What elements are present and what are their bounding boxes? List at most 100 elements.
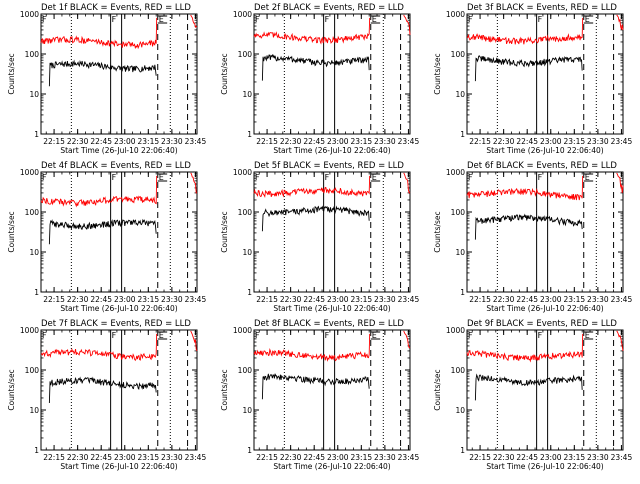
flag-label: E (159, 173, 164, 182)
x-axis-label: Start Time (26-Jul-10 22:06:40) (60, 304, 177, 313)
y-axis-label: Counts/sec (7, 369, 16, 410)
y-tick-label: 1 (247, 130, 252, 139)
flag-label: E (585, 173, 590, 182)
x-tick-label: 23:15 (138, 137, 160, 146)
x-tick-label: 22:45 (303, 137, 325, 146)
x-tick-label: 23:30 (374, 453, 396, 462)
y-tick-label: 1 (34, 130, 39, 139)
x-tick-label: 23:30 (587, 453, 609, 462)
series-lld-late-trace (403, 14, 411, 35)
series-lld-trace (40, 17, 158, 50)
panel-title: Det 6f BLACK = Events, RED = LLD (467, 161, 617, 171)
panel-title: Det 3f BLACK = Events, RED = LLD (467, 3, 617, 13)
x-axis-label: Start Time (26-Jul-10 22:06:40) (60, 146, 177, 155)
y-axis-label: Counts/sec (7, 211, 16, 252)
series-lld-trace (40, 333, 158, 362)
series-lld-late-trace (616, 14, 624, 31)
series-events-trace (261, 53, 370, 81)
y-tick-label: 100 (238, 208, 253, 217)
y-tick-label: 1000 (446, 168, 465, 177)
x-axis-label: Start Time (26-Jul-10 22:06:40) (486, 146, 603, 155)
x-tick-label: 22:30 (493, 137, 515, 146)
flag-label: E (372, 15, 377, 24)
flag-label: F (468, 331, 473, 340)
x-tick-label: 22:15 (256, 137, 278, 146)
flag-label: F (468, 173, 473, 182)
series-lld-late-trace (616, 172, 624, 193)
y-axis-label: Counts/sec (433, 369, 442, 410)
series-events-trace (474, 213, 583, 240)
series-events-trace (48, 59, 157, 87)
x-tick-label: 22:15 (469, 295, 491, 304)
flag-label: F (538, 173, 543, 182)
y-tick-label: 10 (242, 248, 252, 257)
x-axis-label: Start Time (26-Jul-10 22:06:40) (60, 462, 177, 471)
y-tick-label: 1 (34, 446, 39, 455)
series-lld-late-trace (403, 172, 411, 194)
x-axis-label: Start Time (26-Jul-10 22:06:40) (273, 462, 390, 471)
y-tick-label: 100 (238, 366, 253, 375)
flag-label: E (585, 15, 590, 24)
flag-label: F (255, 15, 260, 24)
series-lld-late-trace (190, 172, 197, 194)
x-tick-label: 23:45 (398, 137, 420, 146)
x-tick-label: 23:00 (327, 453, 349, 462)
plot-frame (466, 171, 624, 293)
x-tick-label: 22:45 (90, 137, 112, 146)
y-axis-label: Counts/sec (220, 369, 229, 410)
flag-label: E (372, 173, 377, 182)
series-lld-trace (253, 175, 371, 199)
x-tick-label: 23:45 (398, 295, 420, 304)
flag-label: F (42, 173, 47, 182)
y-tick-label: 100 (25, 50, 40, 59)
panel-title: Det 2f BLACK = Events, RED = LLD (254, 3, 404, 13)
x-tick-label: 23:15 (564, 453, 586, 462)
y-tick-label: 100 (451, 50, 466, 59)
x-tick-label: 22:45 (303, 295, 325, 304)
y-tick-label: 1 (460, 288, 465, 297)
panel-title: Det 1f BLACK = Events, RED = LLD (41, 3, 191, 13)
x-axis-label: Start Time (26-Jul-10 22:06:40) (273, 304, 390, 313)
series-lld-trace (466, 175, 584, 201)
panel-title: Det 7f BLACK = Events, RED = LLD (41, 319, 191, 329)
x-axis-label: Start Time (26-Jul-10 22:06:40) (486, 462, 603, 471)
flag-label: F (112, 331, 117, 340)
flag-label: F (112, 15, 117, 24)
series-lld-late-trace (190, 14, 198, 28)
y-tick-label: 10 (242, 90, 252, 99)
x-tick-label: 22:15 (256, 453, 278, 462)
plot-frame (253, 13, 411, 135)
x-tick-label: 22:15 (256, 295, 278, 304)
flag-label: F (255, 173, 260, 182)
y-tick-label: 100 (451, 208, 466, 217)
x-tick-label: 23:45 (185, 295, 207, 304)
y-tick-label: 1000 (233, 326, 252, 335)
x-tick-label: 23:30 (161, 453, 183, 462)
flag-label: F (468, 15, 473, 24)
flag-label: F (325, 331, 330, 340)
plot-frame (40, 13, 198, 135)
plot-frame (466, 329, 624, 451)
panel-title: Det 8f BLACK = Events, RED = LLD (254, 319, 404, 329)
x-tick-label: 23:45 (611, 295, 633, 304)
x-tick-label: 22:15 (469, 453, 491, 462)
y-tick-label: 10 (242, 406, 252, 415)
panel-2: Det 2f BLACK = Events, RED = LLD 1 10 100 10… (220, 3, 419, 155)
series-events-trace (261, 205, 370, 232)
flag-label: F (325, 15, 330, 24)
y-tick-label: 1000 (446, 10, 465, 19)
y-tick-label: 1000 (233, 168, 252, 177)
x-tick-label: 23:00 (540, 453, 562, 462)
x-tick-label: 23:00 (540, 295, 562, 304)
y-axis-label: Counts/sec (433, 211, 442, 252)
flag-label: F (538, 15, 543, 24)
y-tick-label: 100 (238, 50, 253, 59)
x-tick-label: 23:15 (138, 453, 160, 462)
plot-frame (253, 171, 411, 293)
x-tick-label: 23:45 (611, 453, 633, 462)
x-tick-label: 23:30 (587, 137, 609, 146)
x-tick-label: 22:45 (516, 137, 538, 146)
x-tick-label: 23:30 (374, 137, 396, 146)
plot-frame (466, 13, 624, 135)
